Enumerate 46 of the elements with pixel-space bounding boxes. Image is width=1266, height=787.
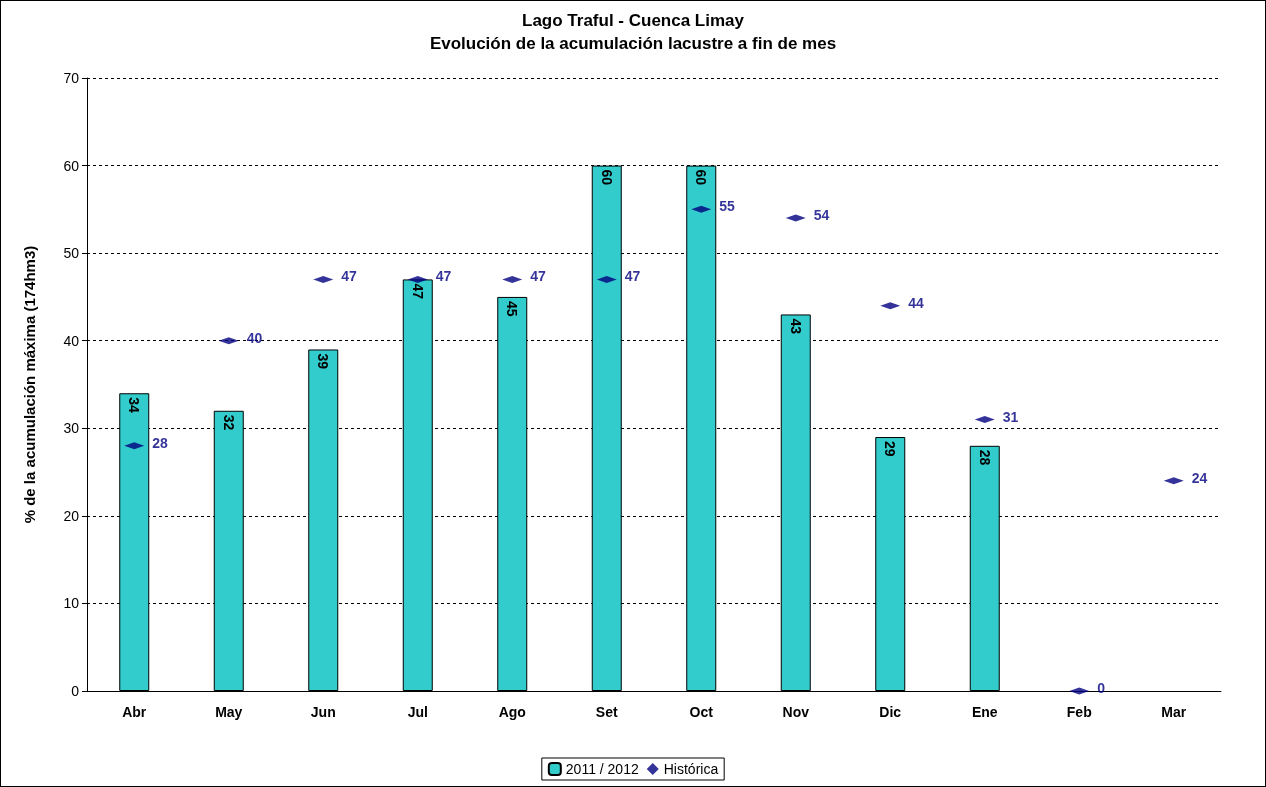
chart-title: Lago Traful - Cuenca Limay	[522, 11, 745, 30]
x-tick-label: Jul	[407, 704, 428, 720]
data-label: 28	[152, 434, 169, 451]
y-tick-label: 50	[63, 245, 80, 262]
data-label: 47	[409, 283, 426, 300]
data-label: 47	[530, 268, 547, 285]
legend-label: Histórica	[663, 761, 719, 777]
y-tick-label: 10	[63, 595, 80, 612]
x-tick-label: Oct	[689, 704, 714, 720]
y-tick-label: 60	[63, 157, 80, 174]
x-tick-label: Set	[595, 704, 618, 720]
y-axis-title: % de la acumulación máxima (174hm3)	[21, 245, 38, 524]
data-label: 39	[315, 353, 332, 370]
data-label: 24	[1191, 469, 1208, 486]
x-tick-label: Feb	[1066, 704, 1092, 720]
data-label: 32	[220, 414, 237, 431]
data-label: 60	[693, 169, 710, 186]
x-tick-label: Mar	[1161, 704, 1187, 720]
y-tick-label: 0	[71, 683, 80, 699]
data-label: 40	[246, 329, 263, 346]
data-label: 29	[882, 441, 899, 457]
data-label: 55	[719, 198, 736, 215]
legend-label: 2011 / 2012	[565, 761, 639, 777]
data-label: 28	[976, 449, 993, 466]
y-tick-label: 40	[63, 332, 80, 349]
y-tick-label: 20	[63, 507, 80, 524]
data-label: 34	[126, 397, 143, 414]
y-tick-label: 70	[63, 70, 80, 86]
y-tick-label: 30	[63, 420, 80, 437]
x-tick-label: May	[215, 704, 243, 720]
x-tick-label: Ene	[971, 704, 998, 720]
data-label: 60	[598, 169, 615, 186]
data-label: 31	[1002, 408, 1019, 425]
x-tick-label: Abr	[122, 704, 147, 720]
x-tick-label: Jun	[310, 704, 336, 720]
data-label: 47	[435, 268, 452, 285]
x-tick-label: Ago	[498, 704, 526, 720]
chart-subtitle: Evolución de la acumulación lacustre a fin de mes	[429, 34, 837, 53]
data-label: 45	[504, 300, 521, 317]
x-tick-label: Dic	[879, 704, 902, 720]
data-label: 54	[813, 207, 830, 224]
data-label: 47	[341, 268, 358, 285]
x-tick-label: Nov	[782, 704, 810, 720]
data-label: 44	[908, 294, 925, 311]
data-label: 47	[624, 268, 641, 285]
data-label: 43	[787, 318, 804, 335]
